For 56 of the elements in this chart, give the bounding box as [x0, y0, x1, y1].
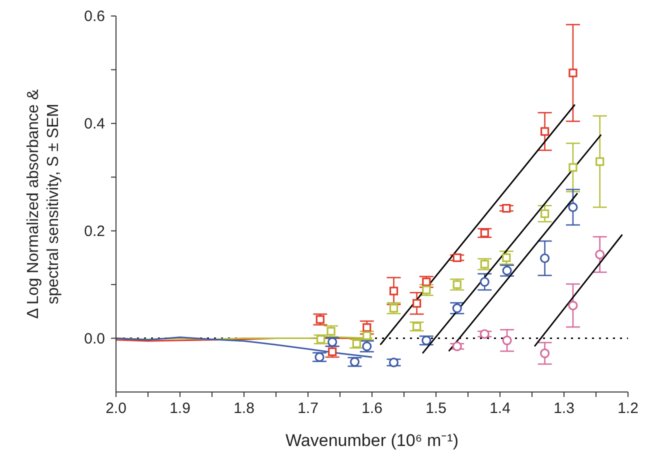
point — [452, 342, 462, 352]
x-tick-label: 1.8 — [234, 400, 254, 417]
point — [452, 253, 462, 262]
x-tick-label: 1.4 — [490, 400, 510, 417]
point — [362, 342, 372, 352]
point — [316, 315, 324, 324]
y-tick-label: 0.6 — [84, 8, 105, 25]
point — [422, 286, 431, 294]
point — [412, 322, 422, 331]
x-tick-label: 1.7 — [298, 400, 318, 417]
point — [568, 300, 578, 310]
point — [388, 358, 399, 368]
point — [540, 253, 550, 264]
point — [596, 157, 604, 166]
point — [412, 299, 422, 308]
point — [422, 336, 432, 346]
point — [568, 202, 578, 212]
x-tick-label: 1.9 — [170, 400, 190, 417]
y-tick-label: 0.2 — [84, 222, 105, 240]
point — [452, 303, 462, 314]
y-axis-title: Δ Log Normalized absorbance & spectral sensitivity, S ± SEM — [25, 88, 62, 319]
point — [502, 336, 512, 346]
point — [389, 286, 398, 296]
x-tick-label: 1.5 — [426, 400, 446, 417]
point — [595, 250, 605, 260]
x-axis-title: Wavenumber (10⁶ m⁻¹) — [286, 431, 458, 450]
point — [540, 127, 550, 136]
y-tick-label: 0.0 — [84, 330, 105, 348]
point — [480, 228, 489, 238]
point — [362, 331, 372, 340]
point — [350, 357, 360, 367]
point — [502, 266, 512, 276]
x-tick-label: 2.0 — [106, 400, 126, 417]
point — [480, 277, 490, 287]
point — [452, 280, 462, 289]
point — [314, 352, 324, 362]
point — [422, 278, 431, 286]
x-tick-label: 1.6 — [362, 400, 382, 417]
point — [568, 163, 578, 172]
x-tick-label: 1.2 — [618, 400, 638, 417]
x-tick-label: 1.3 — [554, 400, 574, 417]
point — [326, 327, 336, 336]
point — [568, 68, 578, 78]
point — [540, 348, 550, 358]
point — [540, 209, 550, 218]
point — [389, 304, 398, 313]
y-tick-label: 0.4 — [84, 115, 105, 132]
point — [328, 347, 337, 356]
point — [352, 339, 361, 348]
point — [502, 204, 511, 213]
point — [480, 329, 490, 339]
point — [328, 337, 338, 347]
point — [316, 335, 326, 344]
point — [502, 253, 511, 262]
point — [480, 260, 489, 268]
point — [362, 323, 372, 332]
